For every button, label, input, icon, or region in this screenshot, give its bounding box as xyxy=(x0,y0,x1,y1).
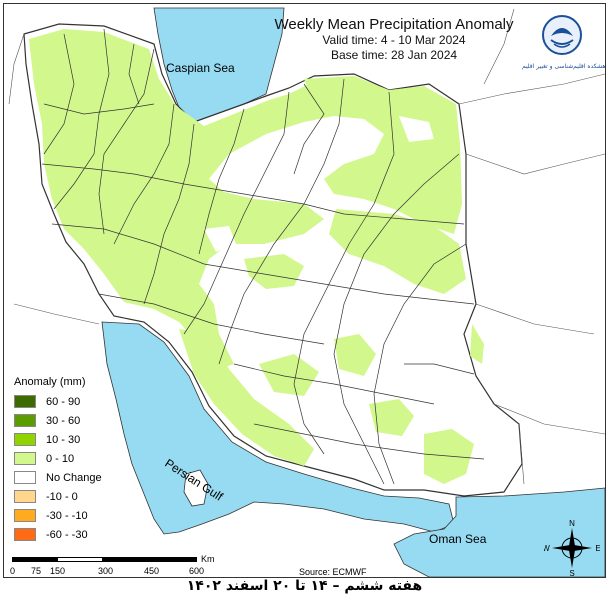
legend-label: 10 - 30 xyxy=(46,433,81,446)
legend-swatch xyxy=(14,471,36,484)
logo-emblem-icon xyxy=(542,15,582,55)
compass-e: E xyxy=(595,544,600,553)
valid-time: Valid time: 4 - 10 Mar 2024 xyxy=(322,33,466,47)
compass-n: N xyxy=(569,519,575,528)
legend-label: -10 - 0 xyxy=(46,490,78,503)
source-credit: Source: ECMWF xyxy=(299,567,367,577)
legend-swatch xyxy=(14,528,36,541)
legend-label: -30 - -10 xyxy=(46,509,88,522)
legend-item: -60 - -30 xyxy=(14,525,114,544)
oman-sea-shape xyxy=(393,487,605,577)
legend-item: 30 - 60 xyxy=(14,411,114,430)
scale-segment xyxy=(147,557,197,562)
scale-tick: 75 xyxy=(31,566,42,576)
institute-logo: پژوهشکده اقلیم‌شناسی و تغییر اقلیم xyxy=(522,14,606,72)
legend-label: 30 - 60 xyxy=(46,414,81,427)
legend-swatch xyxy=(14,433,36,446)
oman-sea-label: Oman Sea xyxy=(429,532,487,546)
scale-unit: Km xyxy=(201,554,215,564)
legend-swatch xyxy=(14,490,36,503)
legend-item: -30 - -10 xyxy=(14,506,114,525)
scale-tick: 0 xyxy=(10,566,16,576)
legend-swatch xyxy=(14,395,36,408)
map-canvas xyxy=(8,7,605,577)
legend-item: 0 - 10 xyxy=(14,449,114,468)
legend-swatch xyxy=(14,414,36,427)
scale-tick: 300 xyxy=(98,566,114,576)
footer-caption: هفته ششم – ۱۴ تا ۲۰ اسفند ۱۴۰۲ xyxy=(186,578,423,594)
no-change-holes xyxy=(204,116,434,252)
legend-label: -60 - -30 xyxy=(46,528,88,541)
legend-item: No Change xyxy=(14,468,114,487)
legend-item: 60 - 90 xyxy=(14,392,114,411)
legend-swatch xyxy=(14,452,36,465)
scale-tick: 450 xyxy=(144,566,160,576)
legend-item: -10 - 0 xyxy=(14,487,114,506)
scale-tick: 150 xyxy=(50,566,66,576)
legend-label: No Change xyxy=(46,471,102,484)
compass-w: W xyxy=(544,544,550,553)
legend-items: 60 - 90 30 - 60 10 - 30 0 - 10 No Change -10 … xyxy=(14,392,114,544)
map-title: Weekly Mean Precipitation Anomaly xyxy=(274,16,514,33)
logo-caption: پژوهشکده اقلیم‌شناسی و تغییر اقلیم xyxy=(522,63,606,70)
scale-segment xyxy=(102,557,147,562)
anomaly-0-10-regions xyxy=(29,29,484,484)
legend: Anomaly (mm) 60 - 90 30 - 60 10 - 30 0 - 10… xyxy=(14,376,114,544)
qatar-shape xyxy=(183,469,209,507)
compass-s: S xyxy=(569,569,574,576)
scale-bar: Km 0 75 150 300 450 600 xyxy=(10,554,215,577)
legend-swatch xyxy=(14,509,36,522)
title-block: Weekly Mean Precipitation Anomaly Valid … xyxy=(244,16,544,63)
neighbour-borders xyxy=(8,8,605,485)
legend-label: 0 - 10 xyxy=(46,452,75,465)
map-frame: Weekly Mean Precipitation Anomaly Valid … xyxy=(3,3,606,578)
legend-item: 10 - 30 xyxy=(14,430,114,449)
caspian-sea-label: Caspian Sea xyxy=(166,61,235,75)
compass-rose-icon: N S W E xyxy=(542,516,600,577)
province-boundaries xyxy=(41,28,485,485)
scale-tick: 600 xyxy=(189,566,205,576)
legend-title: Anomaly (mm) xyxy=(14,376,86,388)
base-time: Base time: 28 Jan 2024 xyxy=(330,48,458,62)
scale-segment xyxy=(12,557,57,562)
legend-label: 60 - 90 xyxy=(46,395,81,408)
scale-segment xyxy=(57,557,104,562)
